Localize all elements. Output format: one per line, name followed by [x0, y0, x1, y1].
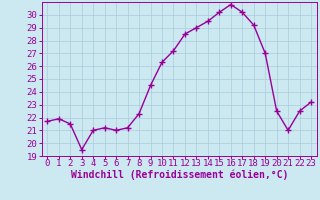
X-axis label: Windchill (Refroidissement éolien,°C): Windchill (Refroidissement éolien,°C) [70, 169, 288, 180]
